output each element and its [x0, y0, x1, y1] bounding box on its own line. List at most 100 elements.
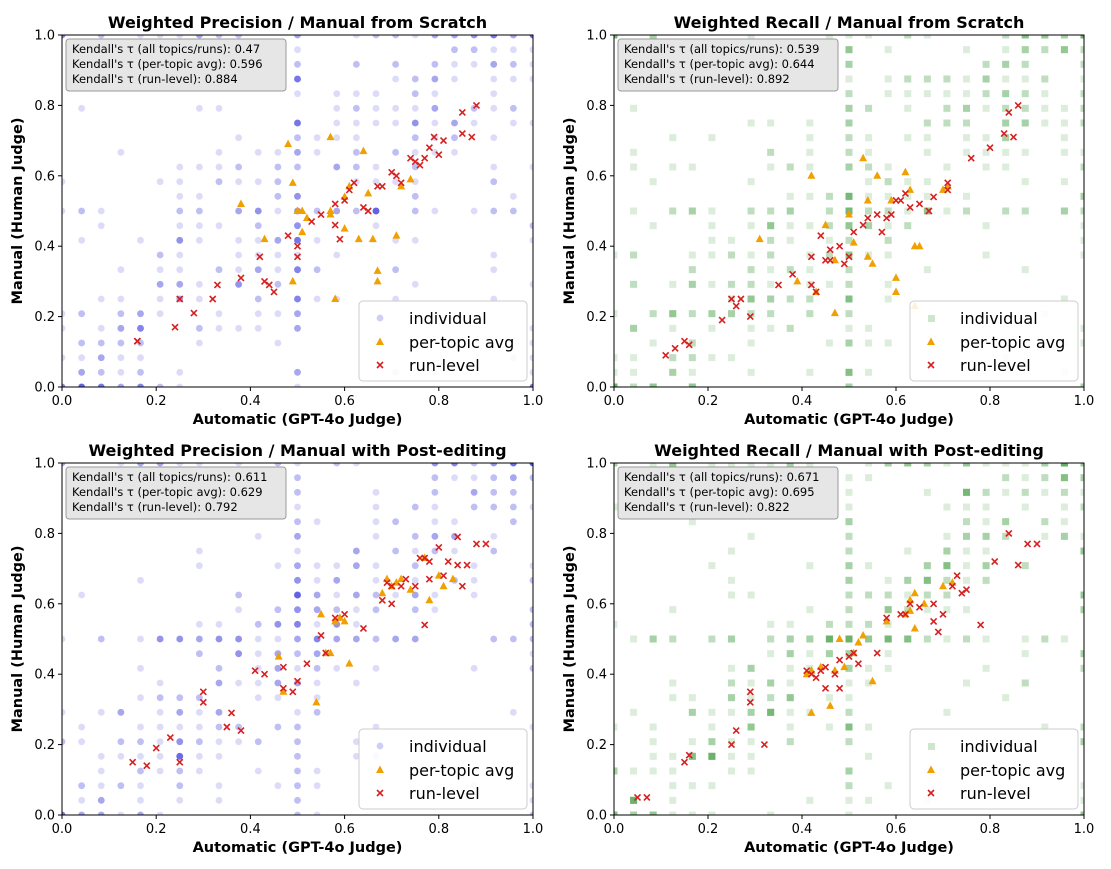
individual-point — [215, 752, 223, 760]
individual-point — [767, 708, 775, 716]
individual-point — [529, 383, 533, 387]
individual-point — [490, 134, 498, 142]
individual-point — [1060, 463, 1068, 467]
individual-point — [176, 738, 184, 746]
individual-point — [137, 310, 144, 318]
individual-point — [963, 463, 970, 467]
individual-point — [923, 606, 931, 614]
individual-point — [728, 694, 735, 702]
individual-point — [176, 236, 184, 244]
individual-point — [372, 222, 380, 230]
run-level-point — [906, 600, 914, 608]
legend-box — [909, 300, 1079, 382]
individual-point — [806, 635, 814, 643]
individual-point — [845, 90, 853, 98]
individual-point — [333, 576, 341, 584]
individual-point — [470, 60, 478, 68]
individual-point — [1060, 178, 1068, 186]
legend-per-topic-marker — [927, 337, 935, 345]
run-level-point — [1005, 108, 1013, 117]
individual-point — [117, 295, 125, 303]
individual-point — [235, 134, 243, 142]
individual-point — [509, 60, 517, 68]
individual-point — [904, 606, 912, 614]
individual-point — [688, 708, 696, 716]
individual-point — [1080, 236, 1084, 244]
individual-point — [845, 708, 853, 716]
run-level-point — [685, 751, 693, 759]
individual-point — [747, 339, 755, 347]
individual-point — [649, 811, 657, 815]
individual-point — [274, 463, 282, 467]
individual-point — [294, 650, 301, 658]
individual-point — [78, 383, 86, 387]
stats-box — [65, 466, 287, 520]
individual-point — [786, 738, 794, 746]
individual-point — [470, 463, 478, 467]
individual-point — [806, 295, 814, 303]
individual-point — [235, 463, 243, 467]
individual-point — [176, 207, 184, 215]
individual-point — [669, 134, 677, 142]
individual-point — [963, 75, 970, 83]
individual-point — [313, 664, 321, 672]
run-level-point — [345, 186, 353, 194]
individual-point — [333, 635, 341, 643]
individual-point — [254, 620, 262, 628]
individual-point — [1041, 75, 1049, 83]
individual-point — [294, 236, 301, 244]
individual-point — [294, 796, 301, 804]
individual-point — [904, 606, 912, 614]
individual-point — [1021, 488, 1029, 496]
individual-point — [865, 591, 873, 599]
individual-point — [963, 463, 970, 467]
individual-point — [294, 620, 301, 628]
individual-point — [294, 767, 301, 775]
individual-point — [451, 119, 458, 127]
individual-point — [137, 324, 144, 332]
individual-point — [215, 723, 223, 731]
individual-point — [294, 752, 301, 760]
kendall-stat: Kendall's τ (per-topic avg): 0.629 — [72, 485, 263, 499]
individual-point — [904, 463, 912, 467]
individual-point — [688, 354, 696, 362]
individual-point — [509, 708, 517, 716]
individual-point — [235, 723, 243, 731]
individual-point — [923, 463, 931, 467]
y-tick-label: 0.0 — [34, 381, 55, 396]
individual-point — [786, 463, 794, 467]
run-level-point — [416, 161, 424, 169]
individual-point — [845, 90, 853, 98]
individual-point — [294, 752, 301, 760]
individual-point — [1080, 35, 1084, 39]
individual-point — [1080, 547, 1084, 555]
run-level-point — [425, 575, 433, 583]
individual-point — [649, 35, 657, 39]
individual-point — [845, 606, 853, 614]
x-tick-label: 0.4 — [240, 394, 261, 409]
individual-point — [490, 488, 498, 496]
individual-point — [1080, 591, 1084, 599]
individual-point — [254, 266, 262, 274]
individual-point — [865, 368, 873, 376]
individual-point — [1080, 488, 1084, 496]
individual-point — [923, 463, 931, 467]
kendall-stat: Kendall's τ (per-topic avg): 0.695 — [624, 485, 815, 499]
run-level-point — [260, 277, 269, 285]
individual-point — [176, 635, 184, 643]
y-tick-label: 0.2 — [586, 310, 607, 325]
per-topic-avg-point — [892, 287, 900, 295]
run-level-point — [341, 196, 349, 205]
individual-point — [1021, 562, 1029, 570]
individual-point — [235, 266, 243, 274]
individual-point — [294, 562, 301, 570]
individual-point — [97, 354, 105, 362]
individual-point — [254, 738, 262, 746]
individual-point — [156, 280, 164, 288]
individual-point — [1060, 46, 1068, 54]
individual-point — [294, 236, 301, 244]
individual-point — [1060, 463, 1068, 467]
individual-point — [294, 119, 301, 127]
individual-point — [451, 148, 458, 156]
individual-point — [865, 752, 873, 760]
